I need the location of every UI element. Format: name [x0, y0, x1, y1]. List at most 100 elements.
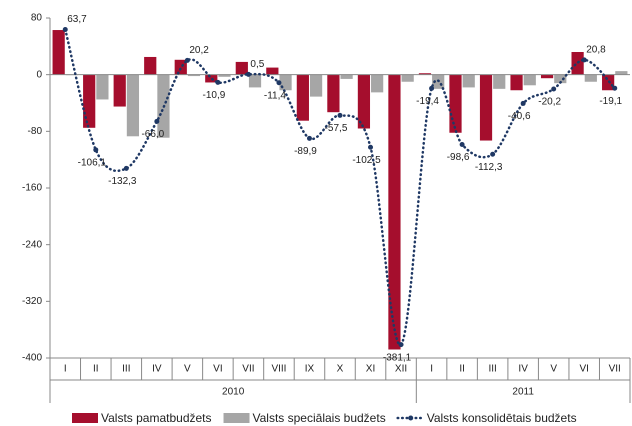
bar: [218, 74, 231, 77]
bar: [52, 30, 65, 75]
bar: [493, 74, 506, 89]
bar: [340, 74, 353, 79]
year-label: 2010: [222, 387, 245, 398]
x-tick-label: XII: [395, 364, 407, 375]
line-marker: [337, 112, 343, 118]
y-tick-label: -400: [22, 353, 42, 364]
x-tick-label: IV: [152, 364, 162, 375]
x-tick-label: III: [488, 364, 496, 375]
legend-label: Valsts pamatbudžets: [101, 411, 212, 425]
line-marker: [215, 79, 221, 85]
bar: [126, 74, 140, 137]
data-label: -11,4: [264, 90, 286, 101]
legend-label: Valsts konsolidētais budžets: [427, 411, 577, 425]
bar: [248, 74, 262, 88]
y-tick-label: 80: [31, 13, 43, 24]
x-tick-label: XI: [366, 364, 375, 375]
line-marker: [398, 342, 404, 348]
data-label: -40,6: [508, 111, 531, 122]
bar: [449, 74, 462, 133]
data-label: -66,0: [141, 129, 164, 140]
bar: [388, 74, 401, 350]
y-tick-label: -320: [22, 296, 42, 307]
data-label: -20,2: [538, 97, 561, 108]
bar: [357, 74, 371, 129]
bar: [266, 67, 279, 75]
line-marker: [459, 142, 465, 148]
bar: [401, 74, 414, 82]
bar: [187, 74, 201, 77]
bar: [113, 74, 126, 107]
bar: [144, 56, 157, 75]
x-tick-label: III: [122, 364, 130, 375]
x-tick-label: I: [64, 364, 67, 375]
line-marker: [184, 57, 190, 63]
bar: [615, 71, 628, 75]
line-marker: [429, 85, 435, 91]
x-tick-label: VIII: [271, 364, 286, 375]
y-tick-label: 0: [36, 69, 42, 80]
line-marker: [93, 147, 99, 153]
bar: [418, 73, 432, 75]
bar: [462, 74, 475, 88]
line-marker: [490, 151, 496, 157]
line-marker: [551, 86, 557, 92]
bar: [371, 74, 384, 93]
data-label: -10,9: [202, 90, 225, 101]
data-label: -19,4: [416, 96, 439, 107]
data-label: 20,8: [586, 45, 606, 56]
data-label: -102,5: [352, 155, 381, 166]
x-tick-label: I: [430, 364, 433, 375]
legend-swatch: [72, 413, 98, 423]
data-label: 20,2: [189, 45, 209, 56]
bar: [571, 52, 584, 75]
x-tick-label: VI: [579, 364, 588, 375]
x-tick-label: X: [337, 364, 344, 375]
bar: [296, 74, 309, 121]
x-tick-label: II: [93, 364, 99, 375]
bar: [96, 74, 109, 100]
data-label: -106,1: [78, 157, 107, 168]
year-label: 2011: [512, 387, 534, 398]
line-marker: [123, 165, 129, 171]
x-tick-label: VI: [213, 364, 222, 375]
bar: [327, 74, 340, 113]
line-marker: [612, 85, 618, 91]
y-tick-label: -80: [28, 126, 43, 137]
bar: [83, 74, 96, 128]
data-label: -89,9: [294, 146, 317, 157]
y-tick-label: -240: [22, 239, 42, 250]
bar: [510, 74, 523, 91]
line-marker: [62, 27, 68, 33]
bar: [554, 74, 567, 84]
line-marker: [581, 57, 587, 63]
data-label: -132,3: [108, 176, 137, 187]
bar: [174, 59, 187, 75]
data-label: -98,6: [447, 152, 470, 163]
line-marker: [306, 135, 312, 141]
x-tick-label: IV: [518, 364, 528, 375]
data-label: 0,5: [250, 59, 264, 70]
data-label: -19,1: [599, 96, 622, 107]
data-label: 63,7: [67, 14, 87, 25]
data-label: -112,3: [475, 162, 503, 173]
bar: [309, 74, 323, 97]
x-tick-label: VII: [609, 364, 621, 375]
x-tick-label: IX: [305, 364, 315, 375]
legend-swatch: [223, 413, 250, 423]
bar: [602, 74, 615, 91]
data-label: -57,5: [325, 123, 348, 134]
x-tick-label: V: [550, 364, 557, 375]
legend-marker: [408, 415, 414, 421]
line-marker: [276, 80, 282, 86]
bar: [523, 74, 536, 86]
line-marker: [368, 144, 374, 150]
line-marker: [245, 71, 251, 77]
bar: [205, 74, 218, 83]
x-tick-label: VII: [242, 364, 254, 375]
bar: [479, 74, 493, 141]
legend-label: Valsts speciālais budžets: [253, 411, 386, 425]
x-tick-label: V: [184, 364, 191, 375]
bar: [540, 74, 554, 79]
